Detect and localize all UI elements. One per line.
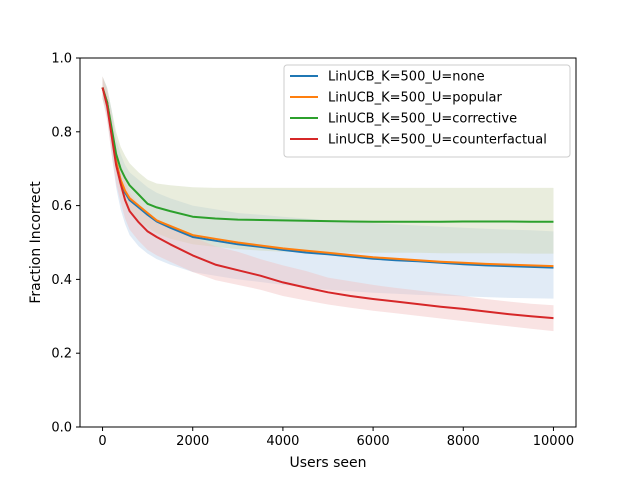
legend-box — [283, 64, 571, 158]
confidence-band — [102, 76, 554, 254]
y-tick-label: 0.6 — [51, 199, 72, 214]
series-line — [101, 87, 554, 320]
y-axis-label: Fraction Incorrect — [28, 181, 44, 304]
x-tick-label: 8000 — [447, 434, 480, 449]
confidence-bands — [102, 76, 554, 332]
series-lines — [101, 87, 554, 320]
x-axis-label: Users seen — [289, 455, 366, 471]
legend: LinUCB_K=500_U=none LinUCB_K=500_U=popula… — [283, 64, 571, 158]
series-line — [101, 87, 554, 223]
x-axis-ticks: 0 2000 4000 6000 8000 10000 — [98, 427, 574, 449]
confidence-band — [102, 76, 554, 299]
y-tick-label: 0.8 — [51, 125, 72, 140]
x-tick-label: 0 — [98, 434, 106, 449]
x-tick-label: 2000 — [176, 434, 209, 449]
y-tick-label: 0.4 — [51, 273, 72, 288]
confidence-band — [102, 76, 554, 332]
y-tick-label: 0.0 — [51, 421, 72, 436]
y-tick-label: 0.2 — [51, 347, 72, 362]
series-line — [101, 87, 554, 268]
plot-frame — [79, 57, 577, 428]
legend-entry: LinUCB_K=500_U=popular — [328, 91, 503, 106]
legend-entry: LinUCB_K=500_U=counterfactual — [328, 133, 547, 148]
x-tick-label: 6000 — [357, 434, 390, 449]
legend-entry: LinUCB_K=500_U=corrective — [328, 112, 517, 127]
y-axis-ticks: 0.0 0.2 0.4 0.6 0.8 1.0 — [51, 52, 80, 436]
x-tick-label: 4000 — [266, 434, 299, 449]
x-tick-label: 10000 — [533, 434, 574, 449]
legend-entry: LinUCB_K=500_U=none — [328, 70, 485, 85]
y-tick-label: 1.0 — [51, 52, 72, 67]
